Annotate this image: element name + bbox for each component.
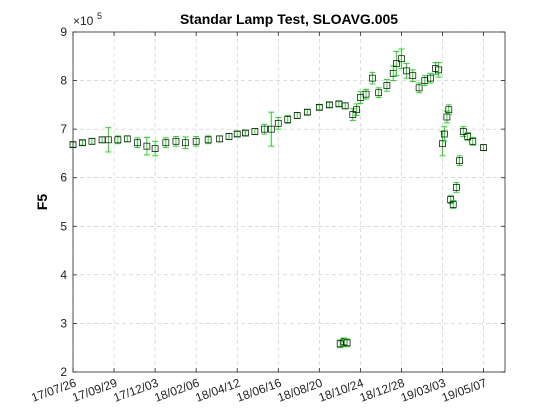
data-point [459, 128, 467, 135]
y-tick-label: 7 [60, 122, 67, 136]
data-point [242, 129, 249, 137]
data-point [415, 84, 423, 92]
data-point [105, 136, 112, 144]
data-point [393, 60, 400, 67]
data-point [353, 106, 360, 114]
data-point [357, 94, 364, 101]
data-point [336, 340, 344, 348]
data-point [480, 144, 487, 151]
data-point [303, 108, 311, 116]
data-point [88, 137, 96, 145]
y-tick-label: 8 [60, 74, 67, 88]
data-point [464, 133, 472, 140]
x-tick-label: 19/03/03 [399, 376, 448, 405]
data-point [114, 136, 122, 144]
data-point [456, 157, 463, 165]
data-point [362, 90, 370, 98]
data-point [162, 139, 170, 147]
data-point [79, 139, 86, 147]
data-point [427, 74, 434, 82]
y-axis-ticks: 2 3 4 5 6 7 8 9 [60, 25, 505, 379]
y-axis-label: F5 [34, 194, 50, 211]
data-point [134, 139, 141, 147]
data-point [123, 135, 131, 143]
x-tick-label: 17/07/26 [29, 376, 78, 405]
data-point [403, 67, 410, 75]
data-point [172, 137, 180, 145]
data-point [274, 119, 282, 127]
data-point [449, 201, 457, 208]
data-point [216, 135, 223, 143]
data-point [233, 130, 241, 138]
y-exponent-base: ×10 [73, 14, 94, 28]
data-point [225, 133, 233, 140]
chart-title: Standar Lamp Test, SLOAVG.005 [180, 11, 398, 27]
data-point [469, 137, 477, 145]
data-point [151, 145, 159, 152]
data-point [409, 72, 417, 80]
data-point [293, 112, 301, 119]
data-point [453, 184, 460, 191]
y-tick-label: 4 [60, 268, 67, 282]
data-point [182, 139, 189, 147]
y-tick-label: 2 [60, 365, 67, 379]
data-point [375, 89, 383, 97]
data-point [251, 128, 259, 135]
y-tick-label: 5 [60, 219, 67, 233]
x-tick-label: 18/12/28 [358, 376, 407, 405]
data-point [349, 111, 357, 118]
data-point [343, 339, 351, 347]
data-point [341, 102, 349, 110]
series-data [69, 48, 487, 349]
data-point [284, 116, 292, 123]
x-tick-label: 19/05/07 [440, 376, 489, 405]
data-point [447, 196, 455, 203]
x-tick-label: 18/04/12 [194, 376, 243, 405]
plot-frame [72, 31, 506, 373]
y-tick-label: 3 [60, 316, 67, 330]
data-point [267, 125, 275, 133]
data-point [445, 106, 453, 114]
x-axis-ticks: 17/07/2617/09/2917/12/0318/02/0618/04/12… [29, 32, 489, 405]
x-tick-label: 18/06/16 [235, 376, 284, 405]
data-point [192, 137, 200, 145]
data-point [204, 136, 212, 144]
x-tick-label: 17/09/29 [70, 376, 119, 405]
data-point [439, 140, 446, 148]
x-tick-label: 18/08/20 [276, 376, 325, 405]
data-point [383, 82, 391, 89]
y-tick-label: 6 [60, 171, 67, 185]
x-tick-label: 18/10/24 [317, 376, 366, 405]
x-tick-label: 18/02/06 [152, 376, 201, 405]
data-point [143, 142, 151, 150]
y-tick-label: 9 [60, 25, 67, 39]
y-exponent-power: 5 [97, 11, 102, 21]
data-point [398, 55, 405, 63]
grid [72, 31, 505, 373]
data-point [441, 130, 448, 138]
data-point [315, 103, 323, 111]
data-point [326, 101, 333, 109]
data-point [435, 66, 443, 74]
data-point [369, 74, 376, 82]
x-tick-label: 17/12/03 [111, 376, 160, 405]
data-point [261, 125, 268, 133]
data-point [443, 113, 451, 121]
